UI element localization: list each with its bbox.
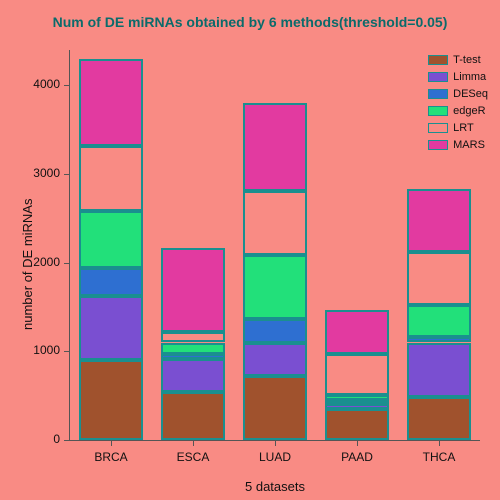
x-tick <box>111 440 112 446</box>
y-tick-label: 2000 <box>20 255 60 269</box>
bar-BRCA-limma <box>79 296 143 360</box>
bar-LUAD-deseq <box>243 319 307 344</box>
y-tick-label: 4000 <box>20 77 60 91</box>
legend-swatch <box>428 140 448 150</box>
y-tick <box>64 440 70 441</box>
y-tick-label: 0 <box>20 432 60 446</box>
bar-ESCA-ttest <box>161 392 225 440</box>
legend-swatch <box>428 89 448 99</box>
bar-THCA-lrt <box>407 252 471 305</box>
bar-ESCA-lrt <box>161 332 225 343</box>
bar-PAAD-edger <box>325 395 389 400</box>
bar-BRCA-ttest <box>79 360 143 440</box>
bar-LUAD-edger <box>243 255 307 319</box>
y-axis <box>69 50 70 440</box>
figure-root: Num of DE miRNAs obtained by 6 methods(t… <box>0 0 500 500</box>
plot-area: 01000200030004000BRCAESCALUADPAADTHCA <box>70 50 480 440</box>
legend-swatch <box>428 55 448 65</box>
x-tick-label: ESCA <box>152 450 234 464</box>
legend-item-limma: Limma <box>428 69 488 85</box>
bar-PAAD-mars <box>325 310 389 354</box>
bar-BRCA-deseq <box>79 268 143 296</box>
chart-title: Num of DE miRNAs obtained by 6 methods(t… <box>0 14 500 30</box>
legend-label: edgeR <box>453 105 485 117</box>
bar-LUAD-lrt <box>243 191 307 255</box>
y-tick-label: 3000 <box>20 166 60 180</box>
bar-THCA-mars <box>407 189 471 252</box>
x-tick <box>193 440 194 446</box>
bar-THCA-deseq <box>407 337 471 342</box>
bar-ESCA-limma <box>161 359 225 392</box>
x-tick <box>275 440 276 446</box>
bar-ESCA-deseq <box>161 354 225 359</box>
x-tick-label: BRCA <box>70 450 152 464</box>
bar-BRCA-mars <box>79 59 143 146</box>
bar-PAAD-ttest <box>325 409 389 440</box>
x-tick <box>439 440 440 446</box>
legend-label: DESeq <box>453 88 488 100</box>
x-tick <box>357 440 358 446</box>
bar-THCA-ttest <box>407 397 471 440</box>
legend: T-test Limma DESeq edgeR LRT MARS <box>428 52 488 154</box>
bar-PAAD-deseq <box>325 400 389 404</box>
legend-item-ttest: T-test <box>428 52 488 68</box>
legend-swatch <box>428 72 448 82</box>
legend-item-lrt: LRT <box>428 120 488 136</box>
bar-PAAD-limma <box>325 404 389 409</box>
y-tick <box>64 351 70 352</box>
y-tick-label: 1000 <box>20 343 60 357</box>
bar-ESCA-mars <box>161 248 225 332</box>
x-tick-label: LUAD <box>234 450 316 464</box>
bar-PAAD-lrt <box>325 354 389 395</box>
x-tick-label: THCA <box>398 450 480 464</box>
legend-item-mars: MARS <box>428 137 488 153</box>
bar-LUAD-limma <box>243 343 307 376</box>
bar-THCA-edger <box>407 305 471 337</box>
legend-item-deseq: DESeq <box>428 86 488 102</box>
legend-item-edger: edgeR <box>428 103 488 119</box>
legend-label: MARS <box>453 139 485 151</box>
legend-label: Limma <box>453 71 486 83</box>
bar-THCA-limma <box>407 343 471 398</box>
x-axis-label: 5 datasets <box>70 479 480 494</box>
y-tick <box>64 263 70 264</box>
legend-label: T-test <box>453 54 481 66</box>
bar-BRCA-lrt <box>79 146 143 212</box>
legend-swatch <box>428 106 448 116</box>
bar-LUAD-ttest <box>243 376 307 440</box>
y-tick <box>64 174 70 175</box>
x-tick-label: PAAD <box>316 450 398 464</box>
legend-swatch <box>428 123 448 133</box>
bar-LUAD-mars <box>243 103 307 191</box>
y-tick <box>64 85 70 86</box>
legend-label: LRT <box>453 122 474 134</box>
bar-BRCA-edger <box>79 211 143 268</box>
bar-ESCA-edger <box>161 343 225 355</box>
